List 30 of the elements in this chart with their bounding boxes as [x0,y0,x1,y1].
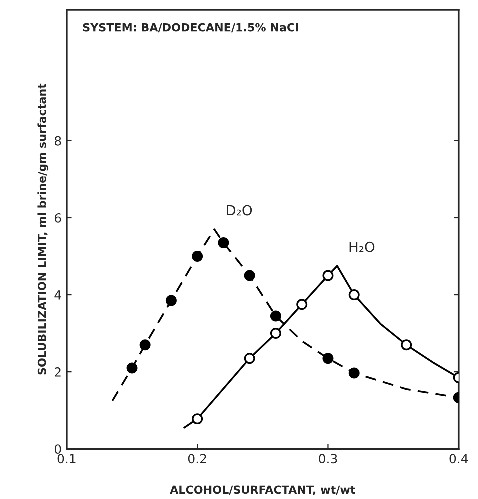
point [166,295,177,306]
point [348,290,360,301]
point [244,353,256,364]
series-label: D₂O [227,205,252,216]
point [218,238,230,249]
x-axis-title: ALCOHOL/SURFACTANT, wt/wt [170,486,356,496]
point [270,328,282,340]
y-axis-title: SOLUBILIZATION LIMIT, ml brine/gm surfactant [38,84,49,375]
annotation: SYSTEM: BA/DODECANE/1.5% NaCl [83,23,298,33]
x-tick-label: 0.2 [188,454,206,464]
point [126,362,138,374]
x-tick-label: 0.1 [58,454,76,464]
y-tick-label: 2 [55,368,61,377]
point [270,310,282,322]
point [296,299,308,310]
y-tick-label: 4 [54,290,62,300]
point [244,270,256,282]
point [192,251,204,262]
point [401,340,412,351]
point [140,340,151,351]
y-tick-label: 8 [54,136,62,146]
point [322,353,334,364]
y-tick-label: 6 [54,213,62,223]
x-tick-label: 0.3 [319,454,338,464]
point [322,270,334,282]
point [348,368,360,379]
y-tick-label: 0 [54,444,62,454]
point [192,414,204,425]
series-label: H₂O [350,242,375,252]
x-tick-label: 0.4 [450,454,468,464]
